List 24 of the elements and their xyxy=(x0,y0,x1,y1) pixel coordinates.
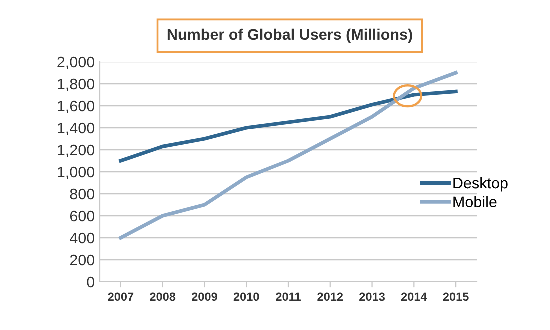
chart-title: Number of Global Users (Millions) xyxy=(168,28,412,44)
y-tick-label: 1,200 xyxy=(58,144,95,158)
x-tick-label: 2010 xyxy=(234,292,260,302)
y-tick-label: 600 xyxy=(70,210,95,222)
y-tick-label: 0 xyxy=(87,276,95,288)
x-tick-label: 2014 xyxy=(401,292,428,302)
y-tick-label: 400 xyxy=(70,232,95,244)
x-tick-label: 2007 xyxy=(108,292,134,302)
x-tick-label: 2013 xyxy=(360,292,385,302)
x-tick-label: 2012 xyxy=(318,292,344,302)
x-tick-label: 2011 xyxy=(276,292,301,302)
y-tick-label: 1,600 xyxy=(58,100,95,114)
legend-label: Mobile xyxy=(454,196,497,208)
y-tick-label: 1,800 xyxy=(58,78,95,92)
x-tick-label: 2009 xyxy=(192,292,218,302)
y-tick-label: 800 xyxy=(70,188,95,200)
y-tick-label: 1,400 xyxy=(58,122,95,136)
x-tick-label: 2015 xyxy=(443,292,469,302)
legend-label: Desktop xyxy=(454,177,508,192)
x-tick-label: 2008 xyxy=(150,292,176,302)
y-tick-label: 2,000 xyxy=(58,56,95,70)
y-tick-label: 200 xyxy=(70,254,95,266)
line-series xyxy=(119,90,458,163)
y-tick-label: 1,000 xyxy=(58,166,95,180)
